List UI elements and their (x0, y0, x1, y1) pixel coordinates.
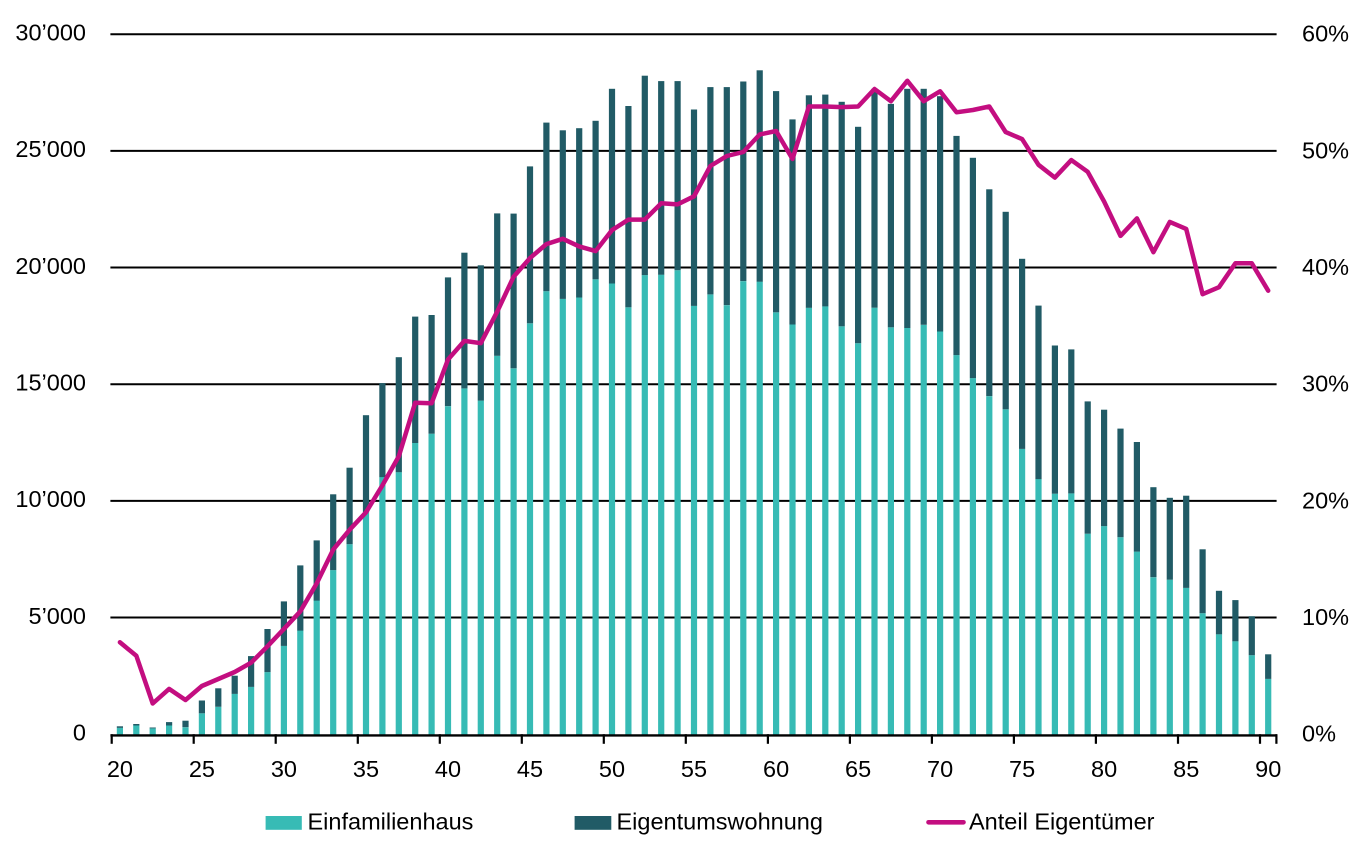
svg-text:85: 85 (1173, 756, 1199, 782)
svg-text:10%: 10% (1302, 604, 1349, 630)
svg-text:40: 40 (435, 756, 461, 782)
svg-text:30: 30 (271, 756, 297, 782)
svg-text:25: 25 (189, 756, 215, 782)
svg-text:80: 80 (1091, 756, 1117, 782)
svg-text:20: 20 (107, 756, 133, 782)
svg-text:10’000: 10’000 (15, 486, 86, 512)
svg-text:Einfamilienhaus: Einfamilienhaus (308, 809, 474, 835)
svg-text:0%: 0% (1302, 721, 1336, 747)
svg-text:5’000: 5’000 (29, 603, 87, 629)
svg-text:Anteil Eigentümer: Anteil Eigentümer (969, 809, 1155, 835)
svg-text:60: 60 (763, 756, 789, 782)
svg-text:65: 65 (845, 756, 871, 782)
svg-text:Eigentumswohnung: Eigentumswohnung (617, 809, 823, 835)
svg-text:25’000: 25’000 (15, 136, 86, 162)
svg-text:90: 90 (1255, 756, 1281, 782)
svg-text:0: 0 (73, 720, 86, 746)
svg-text:20’000: 20’000 (15, 253, 86, 279)
svg-text:50%: 50% (1302, 137, 1349, 163)
svg-text:55: 55 (681, 756, 707, 782)
svg-text:15’000: 15’000 (15, 370, 86, 396)
svg-text:30’000: 30’000 (15, 20, 86, 46)
svg-text:20%: 20% (1302, 487, 1349, 513)
svg-text:60%: 60% (1302, 21, 1349, 47)
svg-text:70: 70 (927, 756, 953, 782)
svg-text:35: 35 (353, 756, 379, 782)
svg-text:30%: 30% (1302, 371, 1349, 397)
svg-text:75: 75 (1009, 756, 1035, 782)
svg-text:40%: 40% (1302, 254, 1349, 280)
svg-text:45: 45 (517, 756, 543, 782)
svg-text:50: 50 (599, 756, 625, 782)
